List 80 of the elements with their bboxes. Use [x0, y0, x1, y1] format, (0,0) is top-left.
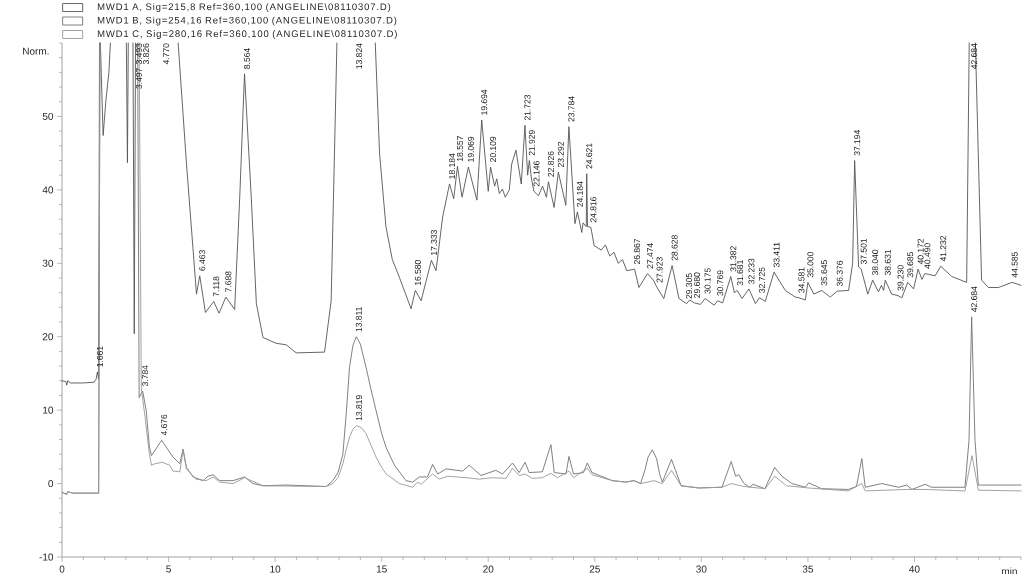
annotation: 20.109 [490, 136, 497, 162]
x-axis-title: min [1002, 567, 1017, 574]
annotation: 32.725 [758, 267, 765, 293]
annotation: 1.661 [96, 346, 103, 367]
annotation: 41.232 [940, 235, 947, 262]
x-tick-label: 40 [909, 565, 920, 573]
x-tick-label: 5 [166, 565, 171, 573]
y-tick-label: 20 [42, 333, 54, 341]
annotation: 30.175 [704, 268, 711, 294]
annotation: 31.382 [730, 246, 737, 272]
annotation: 3.826 [143, 43, 150, 65]
y-axis-title: Norm. [23, 47, 49, 55]
annotation: 29.680 [694, 272, 701, 298]
y-tick-label: 10 [43, 406, 54, 414]
annotation: 29.305 [686, 273, 693, 299]
annotation: 24.621 [586, 143, 593, 169]
annotation: 21.723 [524, 94, 531, 121]
y-tick-label: 30 [42, 259, 54, 267]
annotation: 32.233 [748, 258, 755, 284]
x-tick-label: 25 [589, 565, 600, 573]
annotation: 17.333 [430, 230, 437, 255]
annotation: 38.631 [884, 249, 891, 276]
legend-label: MWD1 A, Sig=215,8 Ref=360,100 (ANGELINE\08110307.D) [97, 3, 391, 13]
annotation: 22.146 [533, 161, 540, 187]
annotation: 36.376 [836, 260, 843, 287]
annotation: 27.923 [656, 257, 663, 283]
annotation: 39.230 [897, 265, 904, 291]
x-tick-label: 0 [59, 565, 65, 573]
annotation: 26.867 [634, 238, 641, 265]
y-tick-label: 40 [42, 186, 54, 194]
annotation: 8.564 [244, 48, 251, 69]
annotation: 40.172 [917, 238, 924, 265]
annotation: 23.784 [568, 96, 575, 122]
annotation: 28.628 [671, 235, 678, 261]
legend-label: MWD1 C, Sig=280,16 Ref=360,100 (ANGELINE\08110307.D) [97, 30, 397, 39]
annotation: 3.784 [142, 365, 149, 387]
annotation: 18.184 [449, 153, 456, 179]
annotation: 22.826 [547, 151, 554, 177]
legend-label: MWD1 B, Sig=254,16 Ref=360,100 (ANGELINE\08110307.D) [97, 16, 397, 26]
annotation: 23.292 [557, 141, 564, 168]
annotation: 24.816 [590, 196, 597, 223]
annotation: 24.184 [576, 181, 583, 207]
annotation: 13.824 [356, 43, 363, 69]
annotation: 13.811 [355, 307, 362, 332]
annotation: 4.770 [163, 43, 170, 65]
y-tick-label: -10 [39, 553, 54, 561]
annotation: 44.585 [1011, 252, 1018, 278]
annotation: 33.411 [773, 242, 780, 268]
x-tick-label: 15 [376, 565, 387, 573]
annotation: 13.819 [356, 395, 363, 421]
annotation: 18.557 [456, 136, 463, 162]
annotation: 19.069 [467, 136, 474, 162]
annotation: 4.676 [161, 414, 168, 436]
annotation: 6.463 [199, 250, 206, 271]
annotation: 37.194 [854, 130, 861, 156]
annotation: 3.497 [136, 68, 143, 89]
annotation: 16.580 [414, 260, 421, 286]
annotation: 35.645 [821, 260, 828, 286]
annotation: 39.685 [907, 252, 914, 278]
annotation: 27.474 [647, 243, 653, 269]
annotation: 31.681 [737, 260, 744, 286]
x-tick-label: 10 [270, 565, 281, 573]
y-tick-label: 0 [48, 480, 54, 488]
annotation: 38.040 [872, 249, 879, 276]
x-tick-label: 30 [696, 565, 707, 573]
annotation: 34.581 [798, 267, 805, 293]
x-tick-label: 20 [483, 565, 494, 573]
annotation: 35.000 [807, 252, 814, 278]
annotation: 21.929 [528, 130, 535, 156]
annotation: 7.118 [213, 276, 220, 297]
annotation: 19.694 [481, 89, 488, 115]
annotation: 30.769 [717, 270, 724, 296]
annotation: 42.684 [971, 286, 978, 312]
annotation: 7.688 [225, 271, 232, 292]
x-tick-label: 35 [802, 565, 814, 573]
annotation: 42.684 [971, 43, 978, 70]
annotation: 40.490 [924, 243, 931, 269]
annotation: 37.501 [860, 238, 867, 265]
y-tick-label: 50 [42, 112, 54, 120]
annotation: 3.493 [135, 43, 142, 65]
